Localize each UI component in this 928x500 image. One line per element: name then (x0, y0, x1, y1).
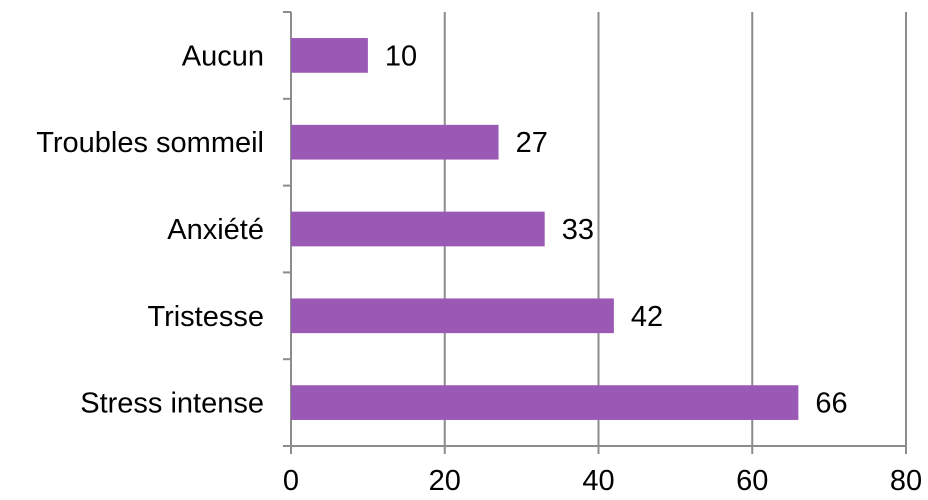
x-tick-label-0: 0 (283, 465, 299, 497)
category-label-2: Anxiété (167, 214, 264, 246)
x-tick-label-2: 40 (582, 465, 614, 497)
data-label-1: 27 (516, 127, 548, 159)
x-tick-label-4: 80 (890, 465, 922, 497)
data-label-0: 10 (385, 40, 417, 72)
bar-0 (291, 38, 368, 73)
bar-layer (291, 38, 799, 420)
axis-layer (283, 11, 907, 454)
x-tick-label-3: 60 (736, 465, 768, 497)
category-label-0: Aucun (182, 40, 264, 72)
bar-4 (291, 385, 799, 420)
label-layer: 0 20 40 60 80 Aucun 10 Troubles sommeil 27 Anxiét… (36, 40, 922, 497)
bar-2 (291, 211, 545, 247)
bar-1 (291, 124, 499, 160)
category-label-3: Tristesse (147, 301, 264, 333)
bar-3 (291, 298, 614, 334)
data-label-4: 66 (815, 388, 847, 420)
data-label-2: 33 (562, 214, 594, 246)
category-label-1: Troubles sommeil (36, 127, 264, 159)
x-tick-label-1: 20 (429, 465, 461, 497)
data-label-3: 42 (631, 301, 663, 333)
category-label-4: Stress intense (80, 388, 264, 420)
